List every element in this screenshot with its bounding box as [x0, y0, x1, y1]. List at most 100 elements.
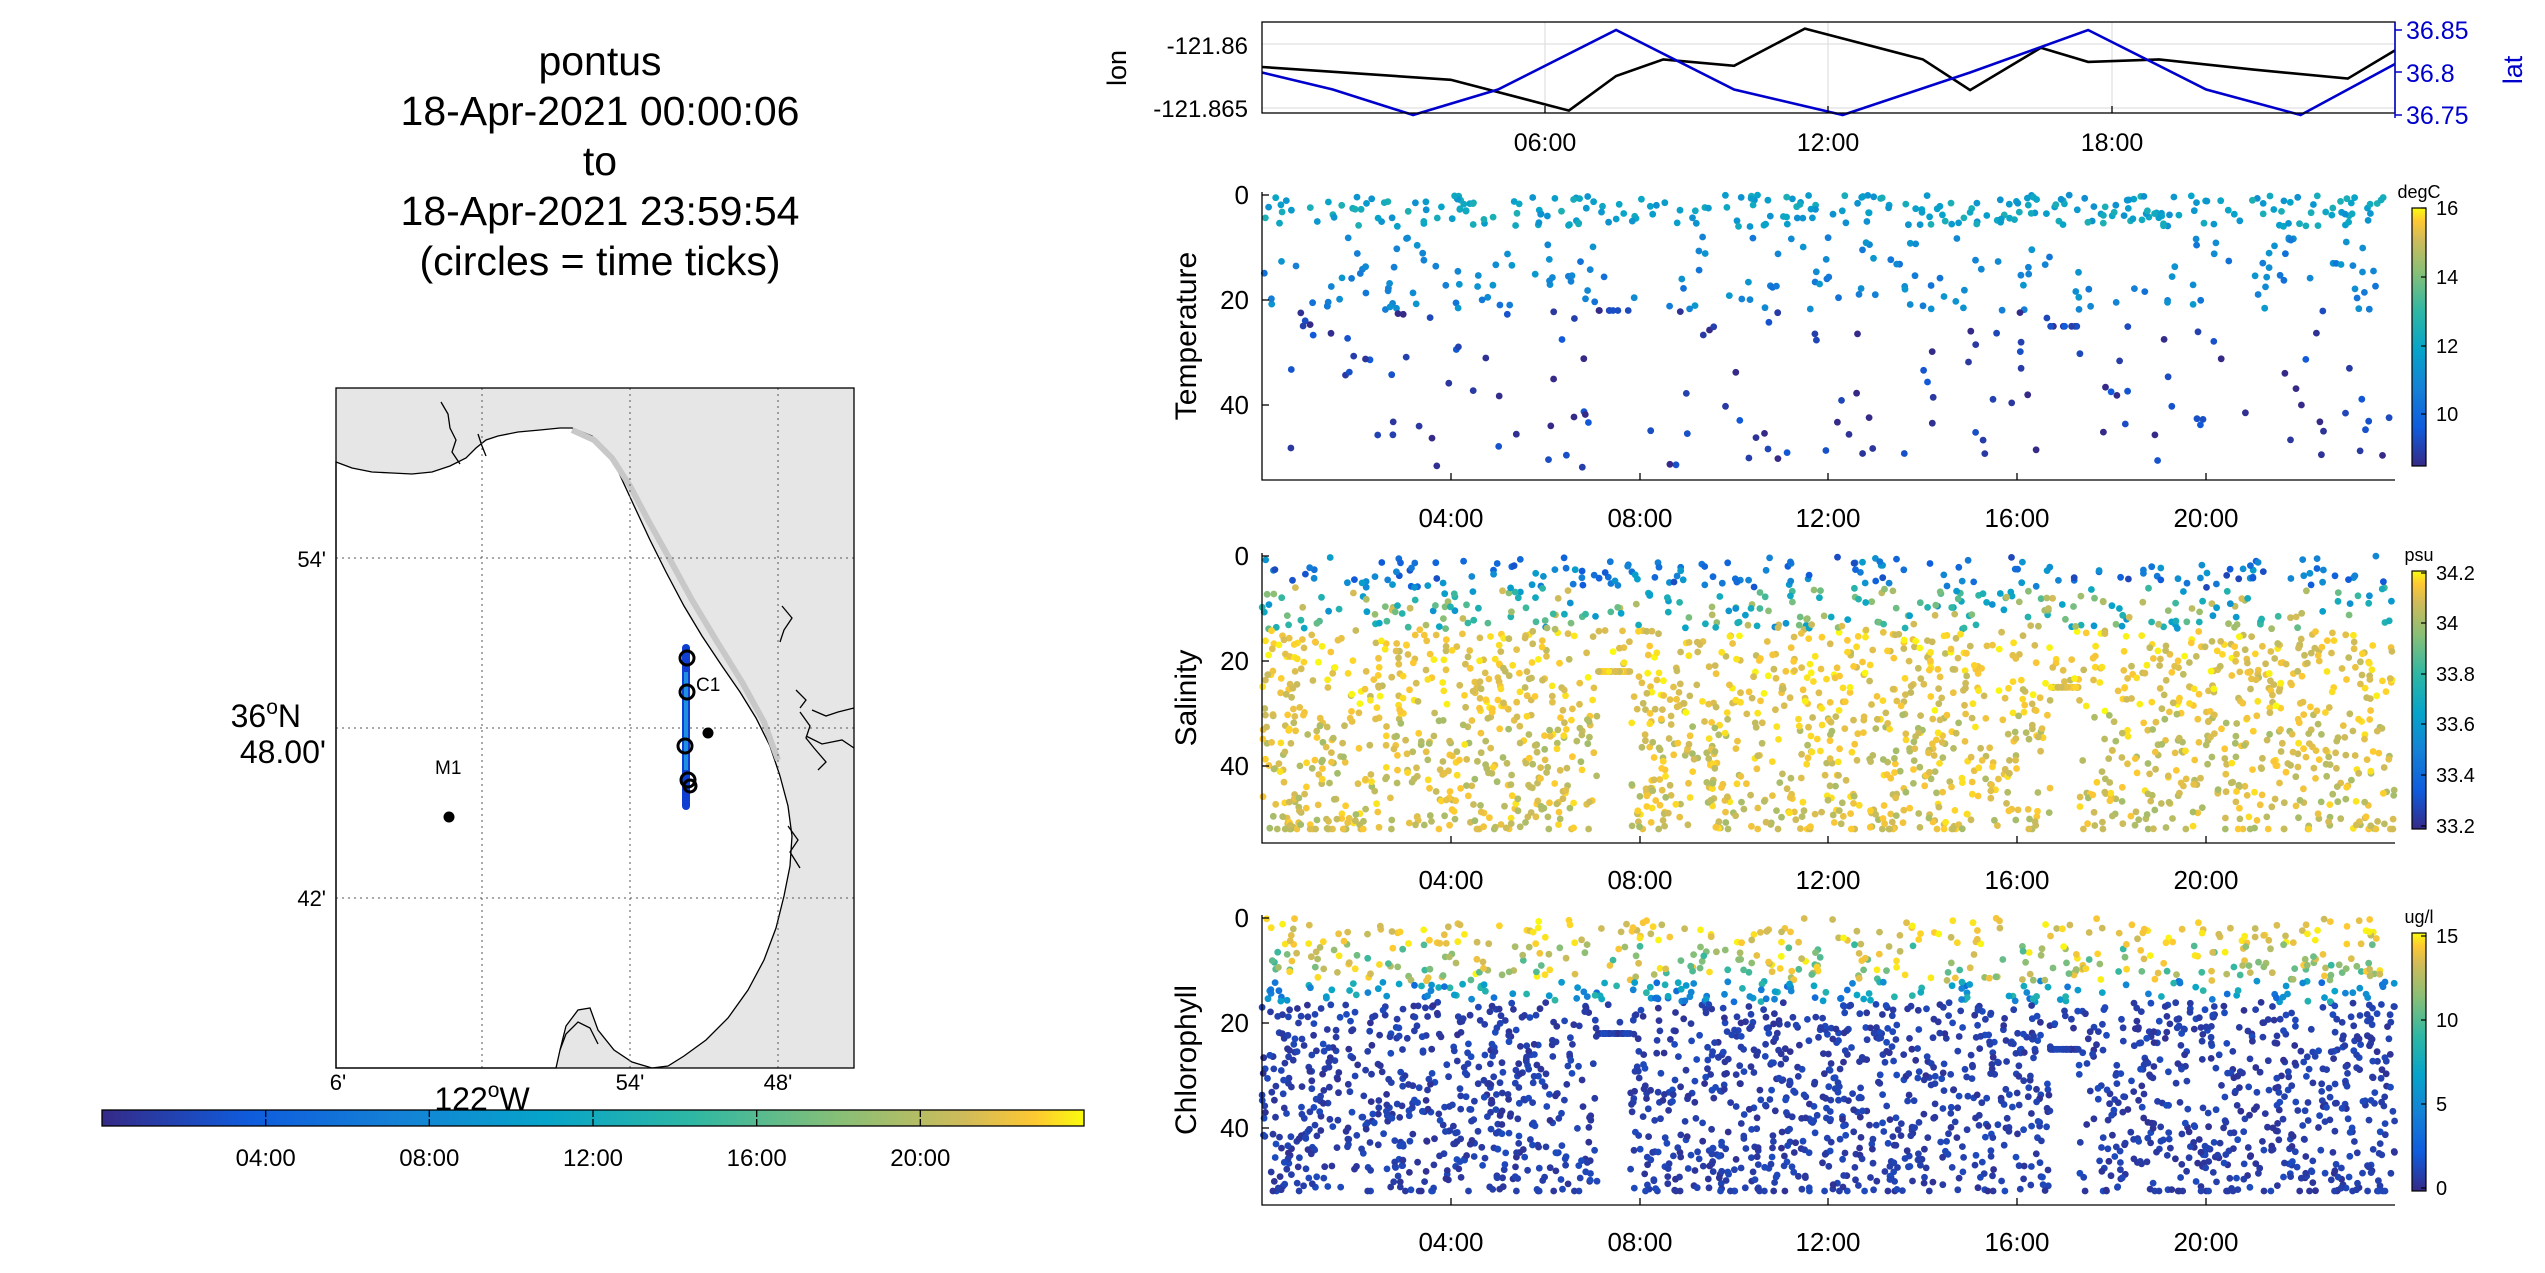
salinity-point [1316, 722, 1324, 730]
temperature-point [1454, 267, 1462, 275]
chlorophyll-point [2304, 930, 2311, 938]
temperature-point [2189, 301, 2197, 308]
chlorophyll-point [2015, 1162, 2023, 1170]
salinity-point [2246, 825, 2254, 833]
chlorophyll-point [1421, 1178, 1428, 1185]
salinity-point [2162, 676, 2170, 684]
salinity-point [1296, 762, 1304, 770]
salinity-point [2378, 585, 2386, 593]
chlorophyll-point [1535, 1143, 1542, 1151]
salinity-point [1285, 621, 1292, 629]
salinity-point [2093, 778, 2101, 786]
temperature-point [2266, 192, 2274, 200]
salinity-point [1807, 669, 1815, 677]
salinity-point [1915, 810, 1923, 817]
temperature-point [2073, 206, 2081, 214]
salinity-point [1910, 780, 1917, 787]
salinity-point [1516, 722, 1524, 730]
salinity-point [1404, 769, 1411, 776]
salinity-point [1439, 579, 1447, 587]
temperature-point [2068, 322, 2076, 330]
salinity-point [2365, 599, 2373, 607]
chlorophyll-point [2267, 1187, 2275, 1195]
chlorophyll-point [2006, 1091, 2013, 1098]
salinity-point [2274, 612, 2282, 620]
salinity-point [2256, 801, 2264, 809]
temperature-point [2076, 350, 2084, 358]
salinity-point [1964, 556, 1972, 564]
salinity-point [1476, 704, 1483, 712]
chlorophyll-point [1947, 933, 1955, 941]
chlorophyll-point [1510, 1006, 1517, 1013]
temperature-point [2225, 257, 2233, 265]
salinity-point [1646, 590, 1654, 598]
chlorophyll-point [1974, 927, 1981, 934]
chlorophyll-point [1682, 1066, 1690, 1074]
salinity-point [1278, 594, 1286, 602]
chlorophyll-point [1856, 1113, 1864, 1121]
temperature-point [1926, 213, 1933, 221]
salinity-point [2080, 666, 2088, 674]
salinity-point [2019, 632, 2027, 640]
temperature-point [1647, 427, 1655, 435]
salinity-point [1927, 775, 1935, 783]
chlorophyll-point [2111, 1153, 2119, 1160]
chlorophyll-point [1973, 935, 1981, 943]
salinity-point [1551, 566, 1559, 573]
chlorophyll-point [1323, 1026, 1331, 1033]
salinity-point [2294, 763, 2302, 771]
salinity-point [1463, 782, 1470, 789]
temperature-point [1563, 451, 1570, 459]
salinity-point [1795, 621, 1803, 629]
chlorophyll-point [2090, 1023, 2098, 1031]
salinity-point [2003, 593, 2010, 601]
chlorophyll-point [1955, 1092, 1963, 1100]
chlorophyll-point [2220, 1002, 2228, 1010]
chlorophyll-point [1295, 1019, 1302, 1027]
temperature-point [2254, 291, 2262, 298]
salinity-point [2070, 603, 2077, 610]
chlorophyll-point [1433, 1009, 1441, 1017]
temperature-point [1906, 301, 1914, 308]
salinity-point [1826, 699, 1834, 706]
salinity-point [2197, 774, 2204, 782]
salinity-point [2306, 740, 2313, 747]
salinity-point [1635, 673, 1643, 680]
chlorophyll-point [1961, 1065, 1969, 1073]
salinity-point [2183, 579, 2191, 587]
chlorophyll-point [1493, 1174, 1501, 1181]
salinity-point [1826, 640, 1834, 648]
salinity-point [2155, 620, 2163, 628]
salinity-point [1355, 709, 1363, 717]
salinity-point [1398, 610, 1406, 617]
temperature-point [2320, 427, 2327, 435]
chlorophyll-point [1316, 1108, 1324, 1116]
salinity-point [2025, 735, 2033, 743]
salinity-point [1799, 798, 1807, 806]
salinity-point [1715, 731, 1723, 739]
salinity-point [1892, 604, 1900, 612]
salinity-point [1920, 680, 1928, 688]
temperature-point [1570, 196, 1577, 203]
salinity-point [1508, 771, 1515, 779]
chlorophyll-point [1969, 1061, 1976, 1069]
salinity-point [1916, 599, 1924, 607]
chlorophyll-point [2378, 1066, 2386, 1074]
chlorophyll-point [2130, 1088, 2138, 1095]
salinity-point [1381, 645, 1389, 653]
salinity-point [2314, 652, 2322, 659]
temperature-point [2027, 210, 2035, 217]
chlorophyll-point [1840, 1058, 1847, 1066]
salinity-point [1660, 692, 1668, 699]
temperature-point [1859, 246, 1866, 254]
salinity-point [2182, 747, 2189, 755]
temperature-point [2351, 285, 2359, 293]
chlorophyll-point [1374, 1141, 1382, 1149]
salinity-point [1548, 682, 1556, 690]
salinity-point [1803, 615, 1811, 622]
salinity-point [1291, 713, 1299, 720]
temperature-point [1537, 210, 1545, 218]
temperature-point [1336, 295, 1343, 303]
salinity-point [1881, 820, 1888, 828]
salinity-point [1658, 786, 1666, 794]
